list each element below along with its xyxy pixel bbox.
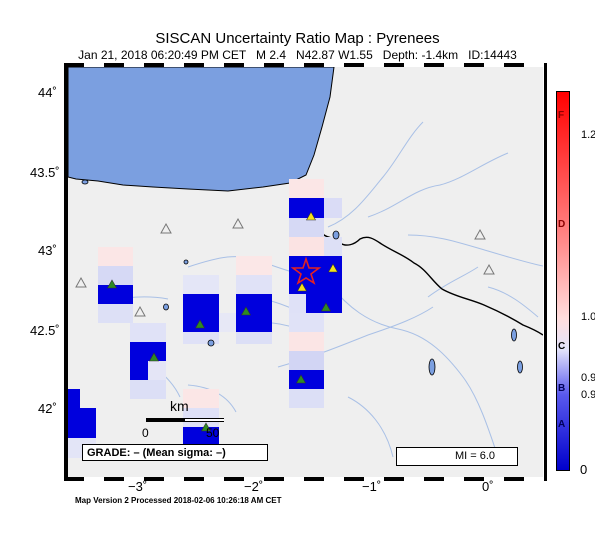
colorbar-letter-b: B xyxy=(558,383,566,394)
lat-label-43: 43˚ xyxy=(38,243,57,258)
colorbar-letter-f: F xyxy=(558,110,565,121)
lat-label-44: 44˚ xyxy=(38,85,57,100)
lat-label-43-5: 43.5˚ xyxy=(30,165,60,180)
scale-bar-end: 50 xyxy=(206,426,220,440)
lat-label-42-5: 42.5˚ xyxy=(30,323,60,338)
event-summary: Jan 21, 2018 06:20:49 PM CET M 2.4 N42.8… xyxy=(78,48,517,62)
colorbar-value-1-2: 1.2 xyxy=(581,129,595,141)
mi-legend-label: MI = 6.0 xyxy=(455,450,496,462)
lon-label-m2: −2˚ xyxy=(244,479,264,494)
colorbar-value-1-0: 1.0 xyxy=(581,311,595,323)
colorbar-letter-d: D xyxy=(558,219,566,230)
map-title: SISCAN Uncertainty Ratio Map : Pyrenees xyxy=(155,30,440,47)
colorbar-value-0-9b: 0.9 xyxy=(581,389,595,401)
scale-bar-start: 0 xyxy=(142,426,149,440)
colorbar-value-0: 0 xyxy=(580,462,588,477)
grade-legend: GRADE: – (Mean sigma: –) xyxy=(82,444,268,461)
colorbar xyxy=(556,91,570,471)
mi-legend: MI = 6.0 xyxy=(396,447,518,466)
lon-label-m1: −1˚ xyxy=(362,479,382,494)
colorbar-letter-a: A xyxy=(558,419,566,430)
colorbar-letter-c: C xyxy=(558,341,566,352)
lon-label-0: 0˚ xyxy=(482,479,494,494)
lon-label-m3: −3˚ xyxy=(128,479,148,494)
map-frame xyxy=(64,63,547,481)
scale-bar-unit: km xyxy=(170,398,189,414)
lat-label-42: 42˚ xyxy=(38,401,57,416)
colorbar-value-0-9a: 0.9 xyxy=(581,372,595,384)
footer-note: Map Version 2 Processed 2018-02-06 10:26… xyxy=(75,496,282,505)
